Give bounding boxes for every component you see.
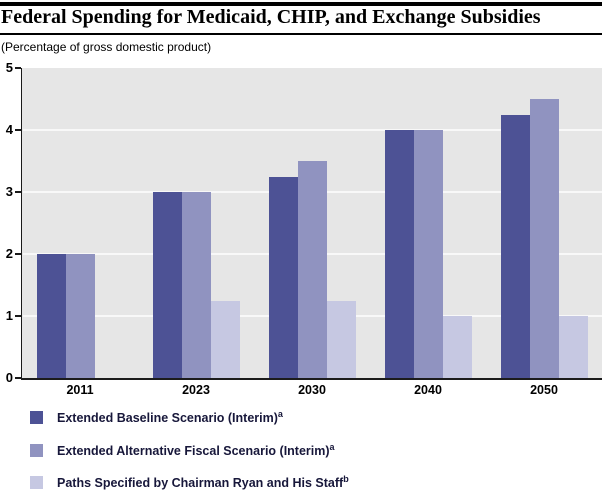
chart-subtitle: (Percentage of gross domestic product) — [1, 40, 212, 54]
plot-area — [22, 68, 602, 378]
x-tick-label-2023: 2023 — [182, 383, 210, 397]
bar-series1-2023 — [152, 192, 182, 378]
top-rule — [0, 2, 602, 6]
legend-footnote-marker: a — [329, 441, 335, 452]
legend-footnote-marker: a — [277, 408, 283, 419]
bar-series2-2030 — [297, 161, 327, 378]
y-tick-2 — [15, 253, 21, 255]
legend-swatch-extended-alternative — [30, 444, 43, 457]
legend-label-extended-alternative: Extended Alternative Fiscal Scenario (In… — [57, 441, 335, 458]
bar-series1-2050 — [500, 114, 530, 378]
gridline-4 — [23, 129, 602, 131]
y-tick-label-5: 5 — [5, 60, 13, 75]
bar-series3-2023 — [210, 300, 240, 378]
y-tick-label-3: 3 — [5, 184, 13, 199]
bar-series2-2050 — [529, 99, 559, 378]
legend-text: Paths Specified by Chairman Ryan and His… — [57, 476, 344, 490]
y-tick-4 — [15, 129, 21, 131]
legend-text: Extended Alternative Fiscal Scenario (In… — [57, 444, 330, 458]
y-tick-1 — [15, 315, 21, 317]
y-axis-line — [20, 68, 22, 378]
x-tick-label-2030: 2030 — [298, 383, 326, 397]
x-tick-label-2050: 2050 — [530, 383, 558, 397]
bar-series1-2040 — [384, 130, 414, 378]
legend-swatch-ryan-paths — [30, 476, 43, 489]
legend-label-extended-baseline: Extended Baseline Scenario (Interim)a — [57, 408, 283, 425]
y-tick-label-0: 0 — [5, 370, 13, 385]
bar-series1-2011 — [36, 254, 66, 378]
bar-series2-2040 — [413, 130, 443, 378]
x-tick-label-2040: 2040 — [414, 383, 442, 397]
legend-footnote-marker: b — [343, 473, 349, 484]
bar-series3-2040 — [442, 316, 472, 378]
bar-series1-2030 — [268, 176, 298, 378]
y-tick-label-1: 1 — [5, 308, 13, 323]
bar-series3-2050 — [558, 316, 588, 378]
y-tick-label-2: 2 — [5, 246, 13, 261]
y-tick-0 — [15, 377, 21, 379]
y-tick-3 — [15, 191, 21, 193]
bar-series2-2011 — [65, 254, 95, 378]
legend-text: Extended Baseline Scenario (Interim) — [57, 411, 278, 425]
legend-swatch-extended-baseline — [30, 411, 43, 424]
chart-title: Federal Spending for Medicaid, CHIP, and… — [1, 6, 541, 28]
bar-series3-2030 — [326, 300, 356, 378]
y-tick-5 — [15, 67, 21, 69]
legend-label-ryan-paths: Paths Specified by Chairman Ryan and His… — [57, 473, 349, 490]
x-tick-label-2011: 2011 — [66, 383, 94, 397]
bar-series2-2023 — [181, 192, 211, 378]
x-axis-line — [20, 377, 602, 380]
y-tick-label-4: 4 — [5, 122, 13, 137]
title-divider-rule — [0, 33, 602, 35]
